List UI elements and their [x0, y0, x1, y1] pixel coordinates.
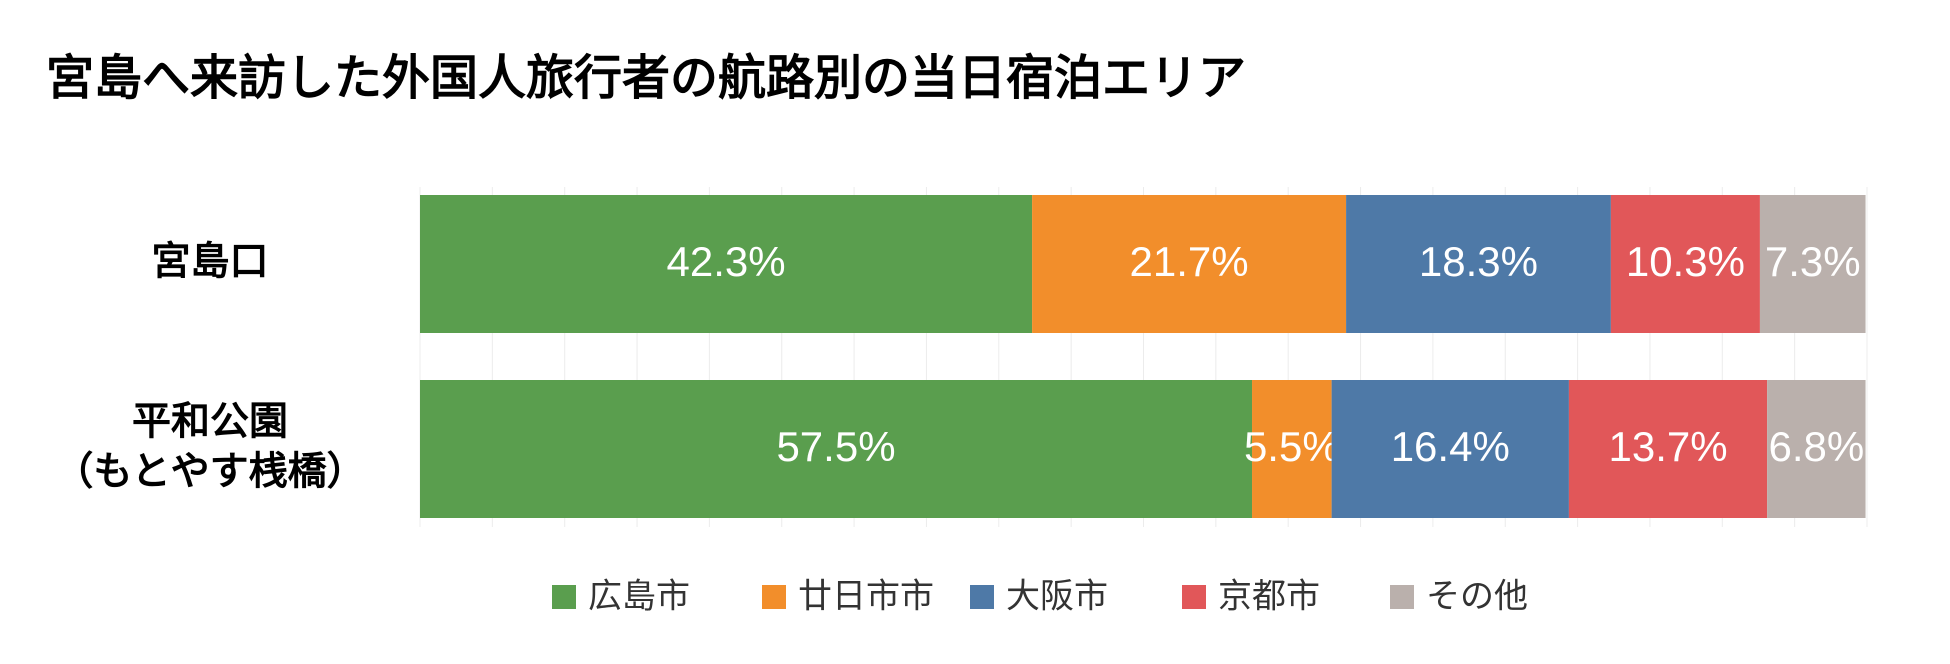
bar-segment: [1032, 195, 1347, 333]
chart-title: 宮島へ来訪した外国人旅行者の航路別の当日宿泊エリア: [46, 50, 1247, 106]
legend-label: 廿日市市: [798, 577, 934, 617]
category-label: 宮島口: [151, 240, 268, 285]
data-label: 7.3%: [1765, 238, 1861, 285]
legend-swatch: [1390, 585, 1414, 609]
data-label: 16.4%: [1391, 423, 1510, 470]
legend-swatch: [970, 585, 994, 609]
legend: 広島市 廿日市市 大阪市 京都市 その他: [552, 577, 1528, 617]
bar-segment: [1759, 195, 1866, 333]
bar-segment: [1346, 195, 1611, 333]
bar-segment: [420, 380, 1253, 518]
legend-label: 大阪市: [1006, 577, 1108, 617]
data-label: 10.3%: [1626, 238, 1745, 285]
bar-segment: [1331, 380, 1569, 518]
data-label: 5.5%: [1244, 423, 1340, 470]
legend-swatch: [1182, 585, 1206, 609]
legend-label: 広島市: [588, 577, 690, 617]
bars: 42.3% 21.7% 18.3% 10.3% 7.3% 57.5% 5.5% 16.4% 13…: [420, 195, 1866, 518]
data-label: 6.8%: [1768, 423, 1864, 470]
legend-label: 京都市: [1218, 577, 1320, 617]
data-label: 42.3%: [666, 238, 785, 285]
data-label: 57.5%: [776, 423, 895, 470]
category-label: 平和公園: [132, 400, 288, 445]
data-label: 21.7%: [1130, 238, 1249, 285]
legend-swatch: [552, 585, 576, 609]
data-label: 18.3%: [1419, 238, 1538, 285]
bar-segment: [1610, 195, 1760, 333]
bar-segment: [420, 195, 1033, 333]
data-label: 13.7%: [1608, 423, 1727, 470]
bar-segment: [1252, 380, 1332, 518]
legend-swatch: [762, 585, 786, 609]
bar-segment: [1568, 380, 1768, 518]
legend-label: その他: [1426, 577, 1528, 617]
category-label: （もとやす桟橋）: [54, 450, 365, 495]
bar-segment: [1767, 380, 1866, 518]
